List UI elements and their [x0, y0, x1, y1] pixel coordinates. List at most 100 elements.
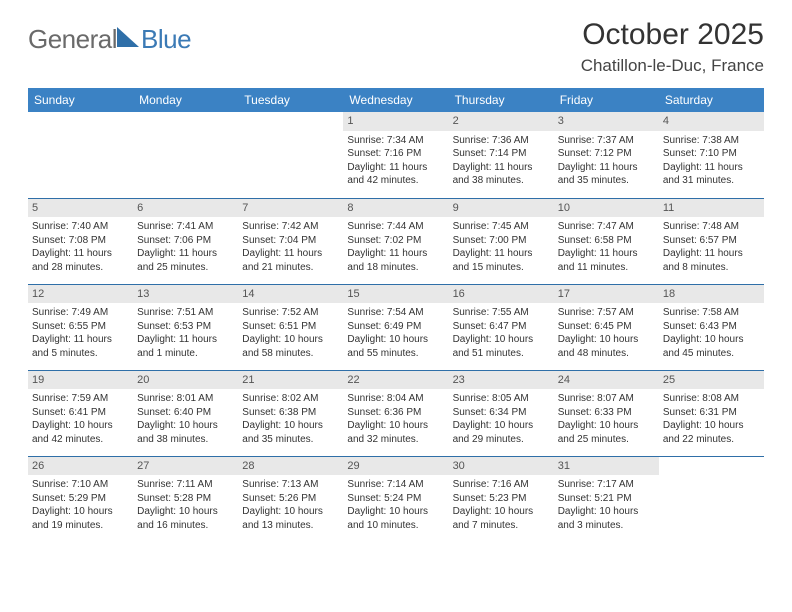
day-info: Sunrise: 7:58 AMSunset: 6:43 PMDaylight:… [663, 306, 760, 360]
sunset: Sunset: 5:24 PM [347, 492, 444, 506]
day-number: 12 [28, 285, 133, 304]
calendar-cell: 12 Sunrise: 7:49 AMSunset: 6:55 PMDayligh… [28, 284, 133, 370]
daylight: Daylight: 11 hours and 11 minutes. [558, 247, 655, 274]
daylight: Daylight: 11 hours and 8 minutes. [663, 247, 760, 274]
day-info: Sunrise: 7:16 AMSunset: 5:23 PMDaylight:… [453, 478, 550, 532]
sunset: Sunset: 5:26 PM [242, 492, 339, 506]
title-block: October 2025 Chatillon-le-Duc, France [581, 18, 764, 76]
calendar-week: 1Sunrise: 7:34 AMSunset: 7:16 PMDaylight… [28, 112, 764, 198]
sunrise: Sunrise: 8:02 AM [242, 392, 339, 406]
calendar-cell [659, 456, 764, 542]
daylight: Daylight: 11 hours and 38 minutes. [453, 161, 550, 188]
daylight: Daylight: 10 hours and 16 minutes. [137, 505, 234, 532]
day-info: Sunrise: 7:45 AMSunset: 7:00 PMDaylight:… [453, 220, 550, 274]
calendar-cell: 13 Sunrise: 7:51 AMSunset: 6:53 PMDayligh… [133, 284, 238, 370]
daylight: Daylight: 10 hours and 38 minutes. [137, 419, 234, 446]
day-info: Sunrise: 7:10 AMSunset: 5:29 PMDaylight:… [32, 478, 129, 532]
daylight: Daylight: 11 hours and 31 minutes. [663, 161, 760, 188]
daylight: Daylight: 11 hours and 35 minutes. [558, 161, 655, 188]
daylight: Daylight: 11 hours and 1 minute. [137, 333, 234, 360]
day-number: 20 [133, 371, 238, 390]
day-number: 7 [238, 199, 343, 218]
sunrise: Sunrise: 7:47 AM [558, 220, 655, 234]
day-header-row: SundayMondayTuesdayWednesdayThursdayFrid… [28, 88, 764, 112]
sunrise: Sunrise: 7:59 AM [32, 392, 129, 406]
daylight: Daylight: 10 hours and 22 minutes. [663, 419, 760, 446]
daylight: Daylight: 11 hours and 42 minutes. [347, 161, 444, 188]
day-number: 2 [449, 112, 554, 131]
day-info: Sunrise: 7:17 AMSunset: 5:21 PMDaylight:… [558, 478, 655, 532]
sunset: Sunset: 5:28 PM [137, 492, 234, 506]
day-number: 1 [343, 112, 448, 131]
calendar-cell: 5Sunrise: 7:40 AMSunset: 7:08 PMDaylight… [28, 198, 133, 284]
calendar-cell [133, 112, 238, 198]
sunset: Sunset: 6:47 PM [453, 320, 550, 334]
calendar-cell: 16 Sunrise: 7:55 AMSunset: 6:47 PMDayligh… [449, 284, 554, 370]
sunrise: Sunrise: 7:44 AM [347, 220, 444, 234]
day-info: Sunrise: 8:01 AMSunset: 6:40 PMDaylight:… [137, 392, 234, 446]
sunset: Sunset: 6:45 PM [558, 320, 655, 334]
day-number: 18 [659, 285, 764, 304]
calendar-page: General Blue October 2025 Chatillon-le-D… [0, 0, 792, 560]
sunrise: Sunrise: 7:11 AM [137, 478, 234, 492]
calendar-cell: 9Sunrise: 7:45 AMSunset: 7:00 PMDaylight… [449, 198, 554, 284]
day-info: Sunrise: 8:07 AMSunset: 6:33 PMDaylight:… [558, 392, 655, 446]
calendar-cell: 29Sunrise: 7:14 AMSunset: 5:24 PMDayligh… [343, 456, 448, 542]
day-number: 31 [554, 457, 659, 476]
sunset: Sunset: 7:02 PM [347, 234, 444, 248]
calendar-week: 19Sunrise: 7:59 AMSunset: 6:41 PMDayligh… [28, 370, 764, 456]
daylight: Daylight: 11 hours and 18 minutes. [347, 247, 444, 274]
day-info: Sunrise: 7:51 AMSunset: 6:53 PMDaylight:… [137, 306, 234, 360]
day-number: 6 [133, 199, 238, 218]
sunset: Sunset: 6:51 PM [242, 320, 339, 334]
sunrise: Sunrise: 8:01 AM [137, 392, 234, 406]
sunrise: Sunrise: 7:51 AM [137, 306, 234, 320]
sunset: Sunset: 5:29 PM [32, 492, 129, 506]
sunrise: Sunrise: 7:52 AM [242, 306, 339, 320]
day-info: Sunrise: 7:49 AMSunset: 6:55 PMDaylight:… [32, 306, 129, 360]
sunrise: Sunrise: 7:57 AM [558, 306, 655, 320]
day-number: 16 [449, 285, 554, 304]
calendar-cell [28, 112, 133, 198]
sunset: Sunset: 6:33 PM [558, 406, 655, 420]
daylight: Daylight: 11 hours and 25 minutes. [137, 247, 234, 274]
day-header: Thursday [449, 88, 554, 112]
sunrise: Sunrise: 7:13 AM [242, 478, 339, 492]
day-info: Sunrise: 7:47 AMSunset: 6:58 PMDaylight:… [558, 220, 655, 274]
sunrise: Sunrise: 7:49 AM [32, 306, 129, 320]
day-number: 29 [343, 457, 448, 476]
sunrise: Sunrise: 7:45 AM [453, 220, 550, 234]
day-number: 17 [554, 285, 659, 304]
sunrise: Sunrise: 7:40 AM [32, 220, 129, 234]
day-number: 10 [554, 199, 659, 218]
sunset: Sunset: 6:49 PM [347, 320, 444, 334]
daylight: Daylight: 11 hours and 28 minutes. [32, 247, 129, 274]
sunset: Sunset: 6:43 PM [663, 320, 760, 334]
daylight: Daylight: 10 hours and 10 minutes. [347, 505, 444, 532]
daylight: Daylight: 10 hours and 32 minutes. [347, 419, 444, 446]
day-info: Sunrise: 7:41 AMSunset: 7:06 PMDaylight:… [137, 220, 234, 274]
day-number: 5 [28, 199, 133, 218]
calendar-cell: 19Sunrise: 7:59 AMSunset: 6:41 PMDayligh… [28, 370, 133, 456]
sunset: Sunset: 7:10 PM [663, 147, 760, 161]
sunrise: Sunrise: 8:05 AM [453, 392, 550, 406]
day-number: 11 [659, 199, 764, 218]
daylight: Daylight: 10 hours and 7 minutes. [453, 505, 550, 532]
calendar-cell: 11Sunrise: 7:48 AMSunset: 6:57 PMDayligh… [659, 198, 764, 284]
logo: General Blue [28, 24, 191, 55]
header: General Blue October 2025 Chatillon-le-D… [28, 18, 764, 76]
calendar-cell [238, 112, 343, 198]
day-number: 13 [133, 285, 238, 304]
sunset: Sunset: 6:58 PM [558, 234, 655, 248]
day-info: Sunrise: 7:54 AMSunset: 6:49 PMDaylight:… [347, 306, 444, 360]
sunrise: Sunrise: 7:37 AM [558, 134, 655, 148]
sunrise: Sunrise: 7:55 AM [453, 306, 550, 320]
day-number: 4 [659, 112, 764, 131]
sunset: Sunset: 7:14 PM [453, 147, 550, 161]
day-info: Sunrise: 7:44 AMSunset: 7:02 PMDaylight:… [347, 220, 444, 274]
day-info: Sunrise: 7:55 AMSunset: 6:47 PMDaylight:… [453, 306, 550, 360]
calendar-cell: 7Sunrise: 7:42 AMSunset: 7:04 PMDaylight… [238, 198, 343, 284]
calendar-cell: 27Sunrise: 7:11 AMSunset: 5:28 PMDayligh… [133, 456, 238, 542]
logo-text-general: General [28, 24, 117, 55]
calendar-cell: 30Sunrise: 7:16 AMSunset: 5:23 PMDayligh… [449, 456, 554, 542]
